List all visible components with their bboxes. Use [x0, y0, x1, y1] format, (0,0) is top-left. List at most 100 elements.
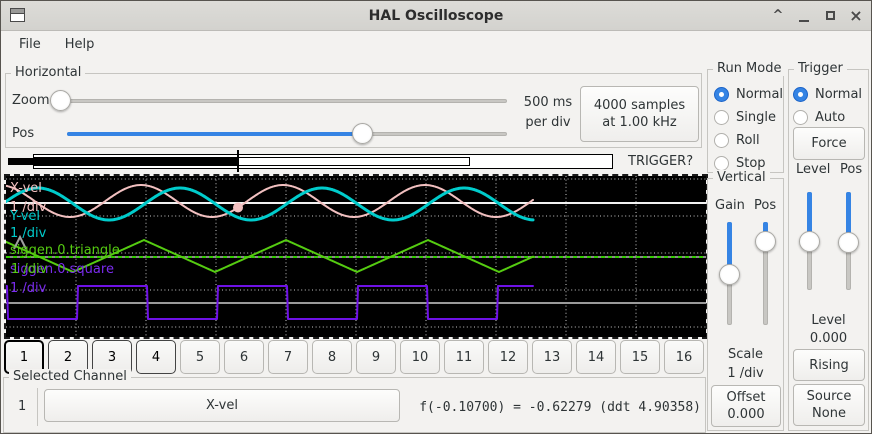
menubar: File Help [1, 31, 871, 58]
level-caption: Level [811, 313, 846, 328]
channel-button-2[interactable]: 2 [48, 340, 88, 374]
horizontal-frame: Horizontal Zoom Pos 500 ms per div 4000 … [5, 65, 702, 148]
run-mode-single[interactable]: Single [714, 109, 776, 125]
radio-icon[interactable] [714, 109, 729, 125]
run-mode-stop[interactable]: Stop [714, 155, 766, 171]
trigger-frame: Trigger Normal Auto Force Level Pos Leve… [788, 61, 869, 431]
trigger-normal[interactable]: Normal [793, 86, 862, 102]
pos-slider-fill [67, 132, 362, 136]
channel-button-15[interactable]: 15 [620, 340, 660, 374]
scale-caption: Scale [728, 347, 763, 362]
close-icon[interactable]: × [849, 6, 863, 25]
offset-button-line1: Offset [726, 390, 766, 405]
scope-channel1-name: X-vel [10, 181, 42, 196]
level-slider-handle[interactable] [799, 231, 820, 252]
channel-button-13[interactable]: 13 [532, 340, 572, 374]
channel-button-9[interactable]: 9 [356, 340, 396, 374]
radio-icon[interactable] [714, 132, 729, 148]
channel-button-5[interactable]: 5 [180, 340, 220, 374]
samples-button-line2: at 1.00 kHz [602, 115, 677, 130]
channel-button-4[interactable]: 4 [136, 340, 176, 374]
rate-per-div-line1: 500 ms [523, 95, 573, 110]
channel-button-14[interactable]: 14 [576, 340, 616, 374]
offset-button-line2: 0.000 [727, 407, 765, 422]
channel-button-8[interactable]: 8 [312, 340, 352, 374]
channel-button-10[interactable]: 10 [400, 340, 440, 374]
source-button[interactable]: Source None [793, 384, 865, 426]
channel-button-16[interactable]: 16 [664, 340, 704, 374]
source-button-line1: Source [806, 389, 852, 404]
gain-slider-label: Gain [715, 198, 745, 213]
radio-icon[interactable] [714, 86, 729, 102]
window-title: HAL Oscilloscope [368, 7, 504, 24]
divider [37, 388, 38, 426]
vertical-frame: Vertical Gain Pos Scale 1 /div Offset 0.… [707, 170, 784, 431]
window-icon [10, 8, 25, 22]
run-mode-normal[interactable]: Normal [714, 86, 783, 102]
scale-value: 1 /div [727, 366, 764, 381]
edge-button[interactable]: Rising [793, 349, 865, 381]
trigger-frame-label: Trigger [794, 61, 847, 76]
radio-label: Single [736, 109, 776, 125]
channel-button-7[interactable]: 7 [268, 340, 308, 374]
trigger-auto[interactable]: Auto [793, 109, 845, 125]
menu-file[interactable]: File [19, 37, 41, 52]
level-slider-label: Level [796, 162, 831, 177]
scope-channel3-scale: 1 /div [11, 262, 48, 277]
menu-help[interactable]: Help [64, 37, 95, 52]
record-progress-bar [8, 158, 238, 165]
channel-source-button[interactable]: X-vel [44, 389, 400, 422]
radio-icon[interactable] [793, 109, 808, 125]
horizontal-frame-label: Horizontal [11, 65, 86, 80]
channel-button-11[interactable]: 11 [444, 340, 484, 374]
radio-label: Roll [736, 132, 760, 148]
samples-button[interactable]: 4000 samples at 1.00 kHz [580, 86, 699, 142]
channel-button-3[interactable]: 3 [92, 340, 132, 374]
scope-channel2-name: Y-vel [10, 209, 41, 224]
radio-label: Normal [815, 86, 863, 102]
channel-readout: f(-0.10700) = -0.62279 (ddt 4.90358) [419, 400, 701, 415]
zoom-slider-handle[interactable] [50, 90, 71, 111]
run-mode-frame-label: Run Mode [713, 61, 786, 76]
radio-icon[interactable] [714, 155, 729, 171]
channel-button-row: 1 2 3 4 5 6 7 8 9 10 11 12 13 14 15 16 [4, 340, 706, 374]
vpos-slider-label: Pos [754, 198, 777, 213]
channel-button-12[interactable]: 12 [488, 340, 528, 374]
gain-slider-fill [727, 222, 732, 274]
maximize-icon[interactable] [823, 11, 837, 20]
level-slider-fill [807, 192, 812, 241]
scope-canvas [6, 176, 706, 337]
pos-slider-handle[interactable] [352, 123, 373, 144]
minimize-icon[interactable] [797, 10, 811, 22]
tpos-slider-fill [846, 192, 851, 242]
selected-channel-frame: Selected Channel 1 X-vel f(-0.10700) = -… [3, 369, 706, 433]
scope-channel4-scale: 1 /div [10, 281, 47, 296]
force-button-label: Force [811, 136, 847, 151]
tpos-slider-handle[interactable] [838, 232, 859, 253]
run-mode-roll[interactable]: Roll [714, 132, 760, 148]
scope-channel4-name: siggen.0.square [10, 262, 114, 277]
zoom-slider[interactable] [52, 99, 507, 103]
radio-label: Normal [736, 86, 784, 102]
selected-channel-number: 1 [18, 399, 27, 414]
gain-slider-handle[interactable] [719, 264, 740, 285]
source-button-line2: None [812, 406, 846, 421]
force-button[interactable]: Force [793, 127, 865, 160]
vertical-frame-label: Vertical [713, 170, 770, 185]
channel-button-1[interactable]: 1 [4, 340, 44, 374]
trigger-level-arrow-icon [13, 234, 27, 250]
radio-icon[interactable] [793, 86, 808, 102]
channel-button-6[interactable]: 6 [224, 340, 264, 374]
edge-button-label: Rising [809, 357, 849, 373]
scope-channel1-scale: 1 /div [10, 200, 47, 215]
samples-button-line1: 4000 samples [593, 98, 686, 113]
scope-channel2-scale: 1 /div [10, 226, 47, 241]
shade-window-icon[interactable]: ^ [772, 8, 784, 23]
radio-label: Auto [815, 109, 846, 125]
trigger-status-label: TRIGGER? [628, 154, 694, 169]
vpos-slider-handle[interactable] [755, 231, 776, 252]
selected-channel-frame-label: Selected Channel [9, 369, 131, 384]
offset-button[interactable]: Offset 0.000 [711, 385, 781, 427]
radio-label: Stop [736, 155, 766, 171]
